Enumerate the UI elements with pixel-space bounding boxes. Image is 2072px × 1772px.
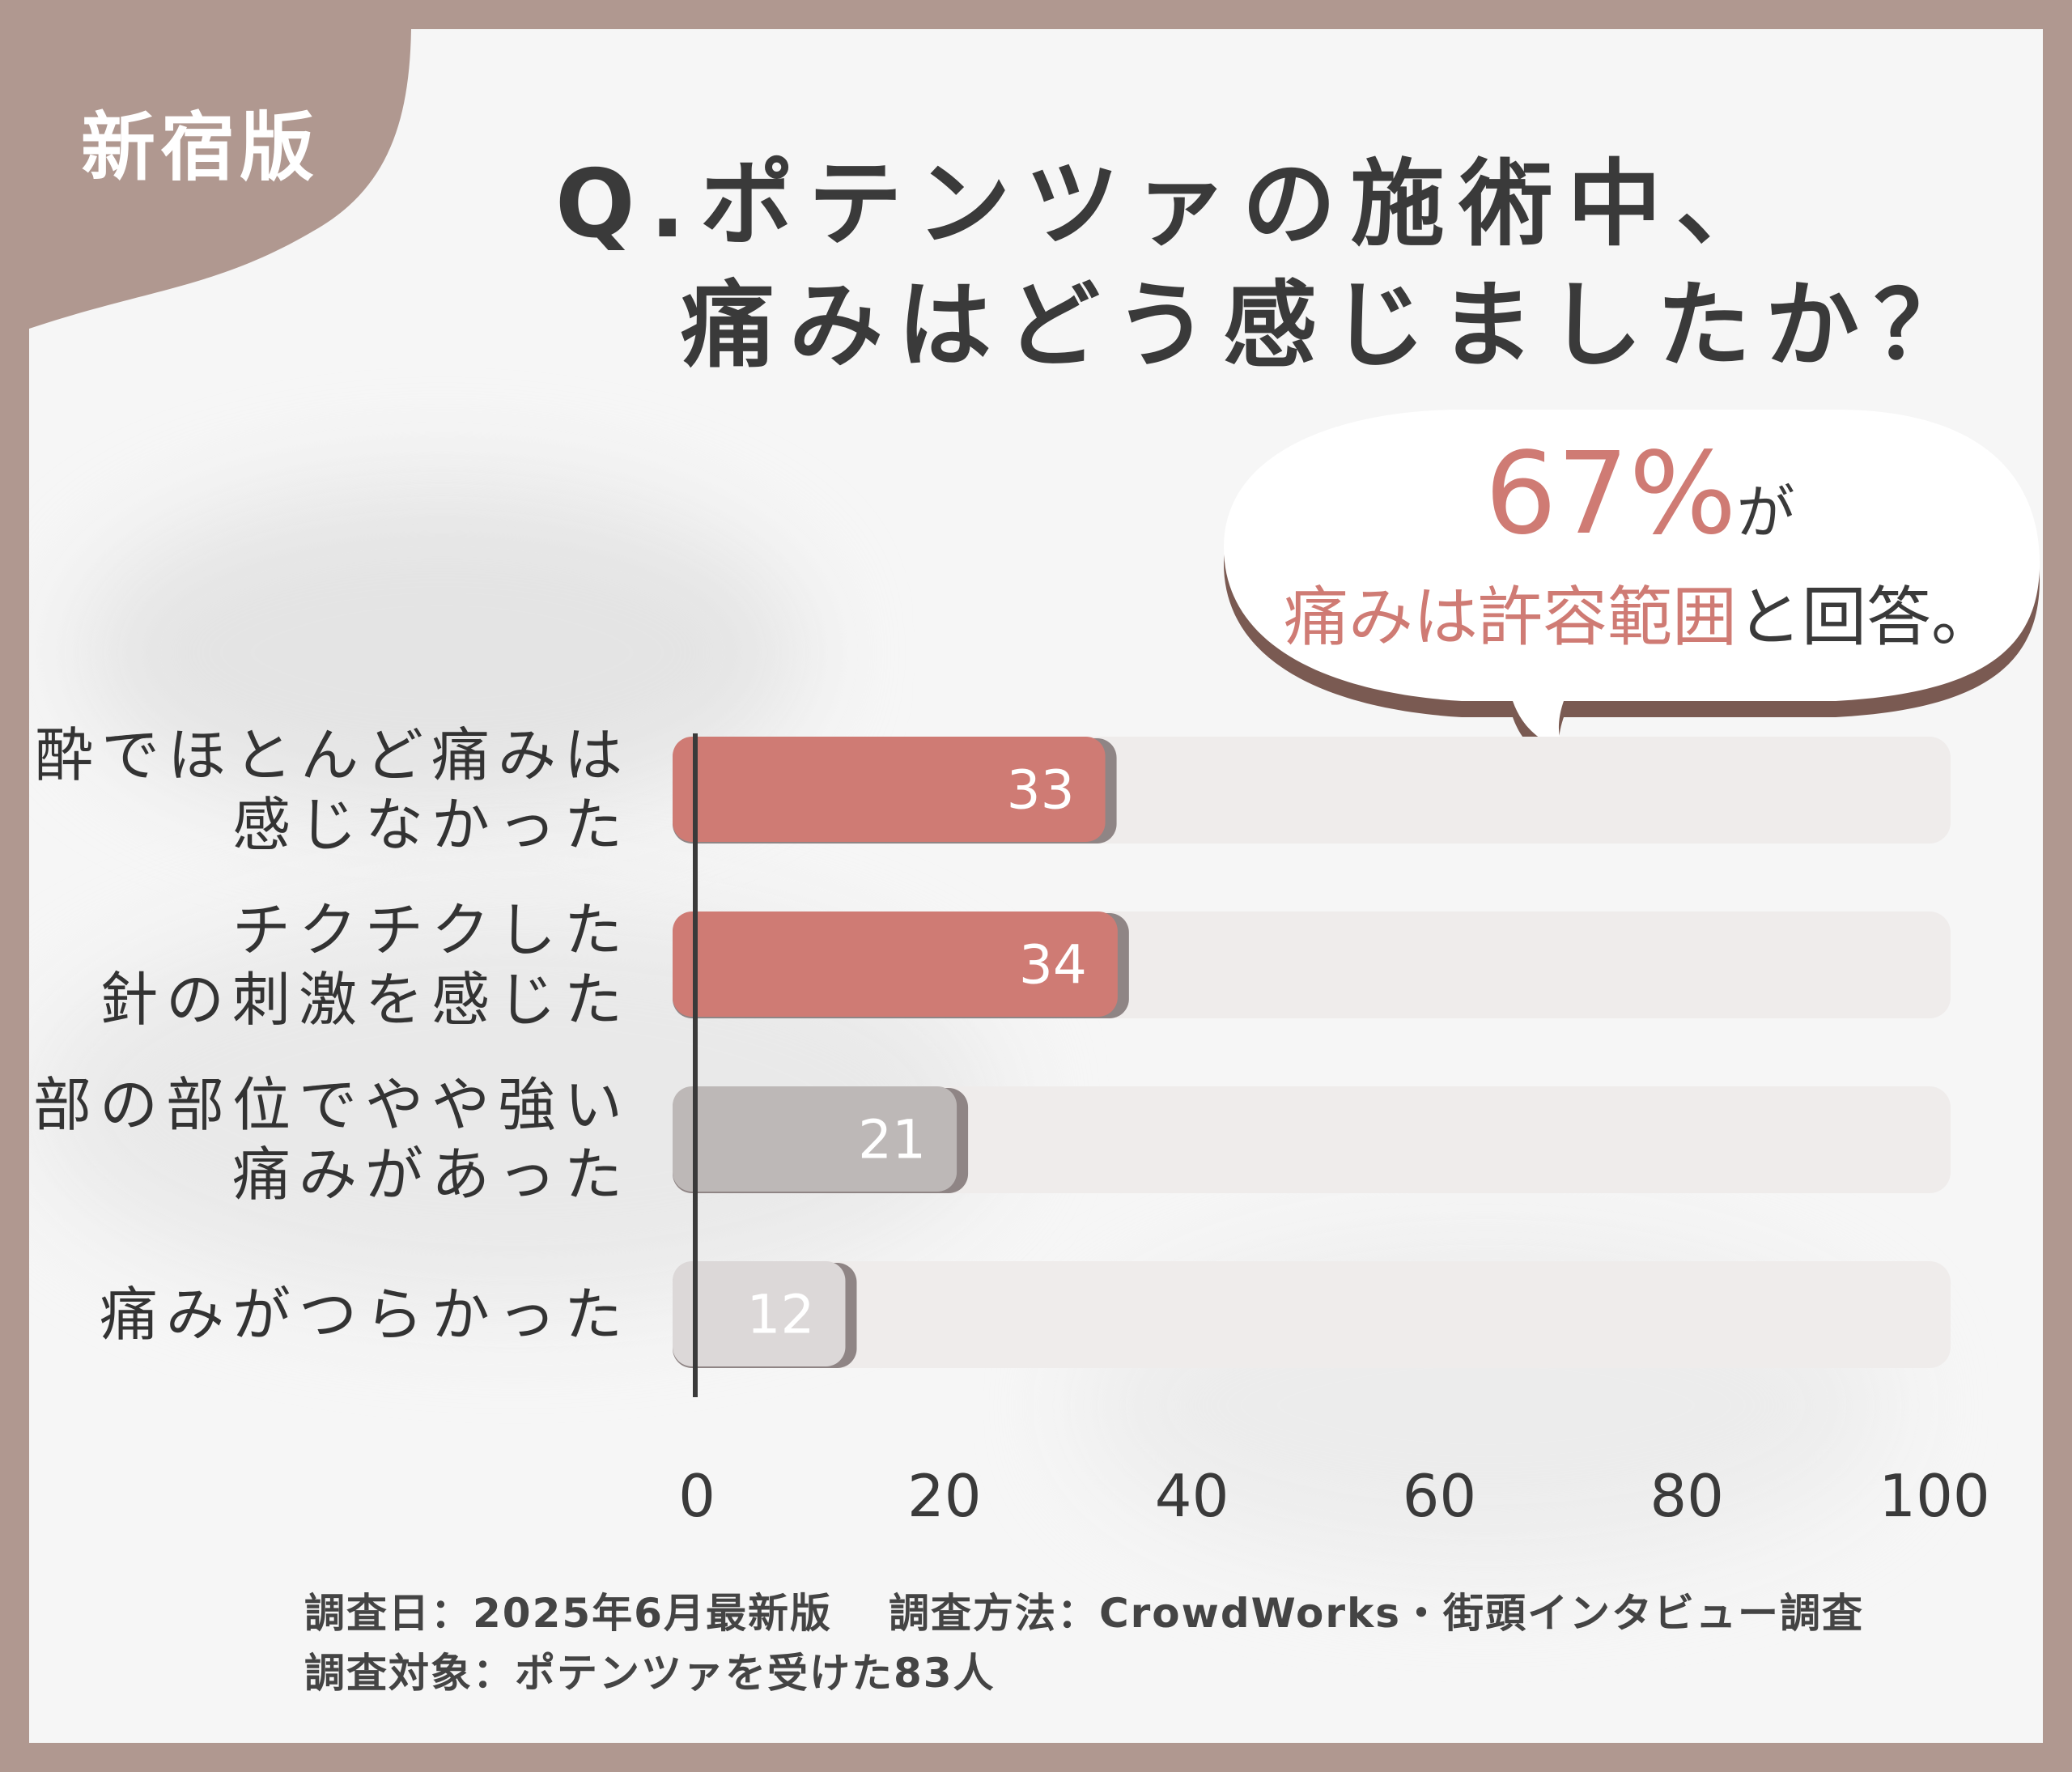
callout-highlight: 痛みは許容範囲 [1284, 580, 1737, 655]
survey-target: 調査対象：ポテンツァを受けた83人 [304, 1650, 996, 1697]
bar [673, 1261, 846, 1366]
x-tick-label: 60 [1402, 1462, 1477, 1530]
survey-date: 調査日：2025年6月最新版 [304, 1590, 832, 1637]
survey-footer: 調査日：2025年6月最新版 調査方法：CrowdWorks・街頭インタビュー調査… [304, 1583, 1864, 1703]
x-tick-label: 20 [906, 1462, 982, 1530]
title-line-1: Q.ポテンツァの施術中、 [555, 150, 1785, 259]
x-tick-label: 0 [678, 1462, 715, 1530]
category-label: 一部の部位でやや強い 痛みがあった [29, 1070, 631, 1209]
bar-value-label: 33 [1006, 759, 1075, 822]
callout-line-1: 67%が [1227, 434, 2043, 573]
y-axis-line [693, 733, 698, 1397]
category-label-line: チクチクした [231, 896, 631, 964]
category-label-line: 針の刺激を感じた [99, 966, 631, 1034]
x-tick-label: 100 [1879, 1462, 1990, 1530]
callout-percent-suffix: が [1736, 478, 1795, 546]
bar-value-label: 21 [858, 1108, 927, 1171]
chart-title: Q.ポテンツァの施術中、 痛みはどう感じましたか？ [555, 144, 1982, 387]
category-label: 痛みがつらかった [100, 1280, 631, 1349]
category-label: 麻酔でほとんど痛みは 感じなかった [29, 720, 631, 860]
survey-method: 調査方法：CrowdWorks・街頭インタビュー調査 [888, 1590, 1865, 1637]
bar [673, 1086, 957, 1192]
card: 新宿版 Q.ポテンツァの施術中、 痛みはどう感じましたか？ 67%が 痛みは許容… [29, 29, 2043, 1743]
callout: 67%が 痛みは許容範囲と回答。 [1227, 434, 2043, 662]
x-tick-label: 80 [1650, 1462, 1724, 1530]
category-label-line: 一部の部位でやや強い [29, 1071, 631, 1139]
bar-track [697, 1261, 1951, 1368]
category-label-line: 感じなかった [231, 791, 631, 859]
callout-line-2: 痛みは許容範囲と回答。 [1227, 573, 2043, 662]
category-label: チクチクした 針の刺激を感じた [100, 895, 631, 1035]
category-label-line: 痛みがつらかった [99, 1281, 631, 1349]
bar [673, 737, 1106, 842]
bar-chart [673, 733, 1951, 1397]
category-label-line: 麻酔でほとんど痛みは [29, 721, 631, 789]
bar-value-label: 12 [746, 1283, 815, 1346]
callout-rest: と回答。 [1737, 580, 1996, 655]
bar [673, 911, 1118, 1017]
category-label-line: 痛みがあった [231, 1141, 631, 1209]
footer-line-1: 調査日：2025年6月最新版 調査方法：CrowdWorks・街頭インタビュー調査 [304, 1583, 1864, 1643]
callout-percent: 67% [1484, 428, 1737, 560]
bar-value-label: 34 [1018, 933, 1087, 996]
x-tick-label: 40 [1154, 1462, 1229, 1530]
bar-track [697, 1086, 1951, 1193]
region-badge-label: 新宿版 [81, 104, 320, 191]
title-line-2: 痛みはどう感じましたか？ [681, 271, 1982, 380]
